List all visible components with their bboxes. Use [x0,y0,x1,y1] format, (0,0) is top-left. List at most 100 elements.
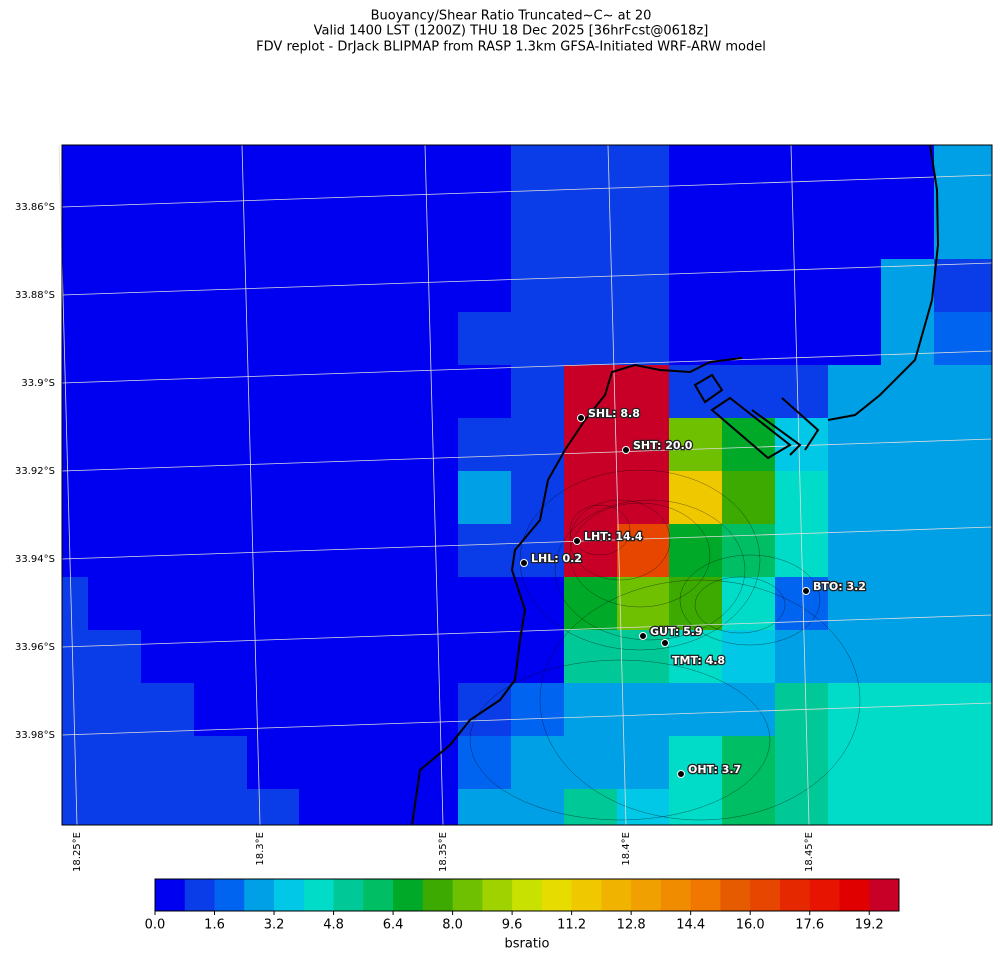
grid-cell [722,471,776,525]
grid-cell [141,789,195,826]
grid-cell [247,206,300,260]
grid-cell [775,630,829,684]
colorbar-tick-label: 1.6 [204,918,225,933]
lat-label: 33.9°S [21,378,55,389]
station-dot [802,587,810,595]
grid-cell [88,736,142,790]
grid-cell [458,630,512,684]
colorbar-swatch [512,879,543,911]
grid-cell [617,524,670,578]
grid-cell [669,630,723,684]
grid-cell [511,736,565,790]
grid-cell [511,789,565,826]
grid-cell [194,206,248,260]
grid-cell [669,471,723,525]
grid-cell [62,683,89,737]
lon-label: 18.45°E [804,832,815,872]
colorbar-tick-label: 14.4 [676,918,705,933]
station-dot [520,559,528,567]
lat-label: 33.92°S [15,466,55,477]
grid-cell [511,630,565,684]
graticule [61,262,993,296]
grid-cell [934,471,993,525]
grid-cell [564,630,618,684]
grid-cell [775,145,829,207]
grid-cell [405,259,459,313]
grid-cell [722,365,776,419]
grid-cell [669,683,723,737]
grid-cell [88,683,142,737]
colorbar-swatch [631,879,662,911]
grid-cell [669,418,723,472]
grid-cell [722,312,776,366]
grid-cell [405,630,459,684]
grid-cell [828,789,882,826]
station-label: SHT: 20.0 [633,439,693,452]
grid-cell [405,312,459,366]
grid-cell [247,736,300,790]
grid-cell [458,259,512,313]
grid-cell [141,736,195,790]
grid-cell [828,471,882,525]
station-dot [622,446,630,454]
colorbar-label: bsratio [505,937,550,952]
grid-cell [458,206,512,260]
grid-cell [247,418,300,472]
grid-cell [617,259,670,313]
grid-cell [511,259,565,313]
grid-cell [564,259,618,313]
grid-cell [62,259,89,313]
contour [519,469,761,651]
grid-cell [405,471,459,525]
station-dot [677,770,685,778]
contour [694,576,786,634]
grid-cell [299,206,353,260]
grid-cell [881,145,935,207]
grid-cell [511,365,565,419]
title-line: Valid 1400 LST (1200Z) THU 18 Dec 2025 [… [314,24,709,39]
grid-cell [722,683,776,737]
station-label: LHL: 0.2 [531,552,582,565]
grid-cell [617,471,670,525]
grid-cell [88,418,142,472]
grid-cell [352,418,406,472]
grid-cell [511,312,565,366]
grid-cell [405,683,459,737]
grid-cell [669,524,723,578]
station-dot [577,414,585,422]
grid-cell [194,259,248,313]
grid-cell [828,365,882,419]
grid-cell [458,736,512,790]
grid-cell [458,312,512,366]
grid-cell [352,577,406,631]
grid-cell [352,259,406,313]
grid-cell [828,312,882,366]
grid-cell [669,259,723,313]
grid-cell [881,418,935,472]
title-line: FDV replot - DrJack BLIPMAP from RASP 1.… [256,40,766,55]
grid-cell [564,524,618,578]
contour [539,579,861,821]
grid-cell [194,630,248,684]
grid-cell [88,471,142,525]
colorbar-tick-label: 6.4 [383,918,404,933]
grid-cell [881,259,935,313]
colorbar-swatch [393,879,424,911]
grid-cell [669,365,723,419]
grid-cell [564,736,618,790]
grid-cell [511,524,565,578]
colorbar-tick-label: 16.0 [736,918,765,933]
colorbar-swatch [274,879,305,911]
grid-cell [881,524,935,578]
grid-cell [775,471,829,525]
grid-cell [194,145,248,207]
station-label: TMT: 4.8 [672,654,725,667]
grid-cell [62,789,89,826]
grid-cell [194,577,248,631]
grid-cell [405,145,459,207]
grid-cell [828,683,882,737]
colorbar-frame [154,878,900,912]
graticule [790,144,810,826]
grid-cell [247,312,300,366]
